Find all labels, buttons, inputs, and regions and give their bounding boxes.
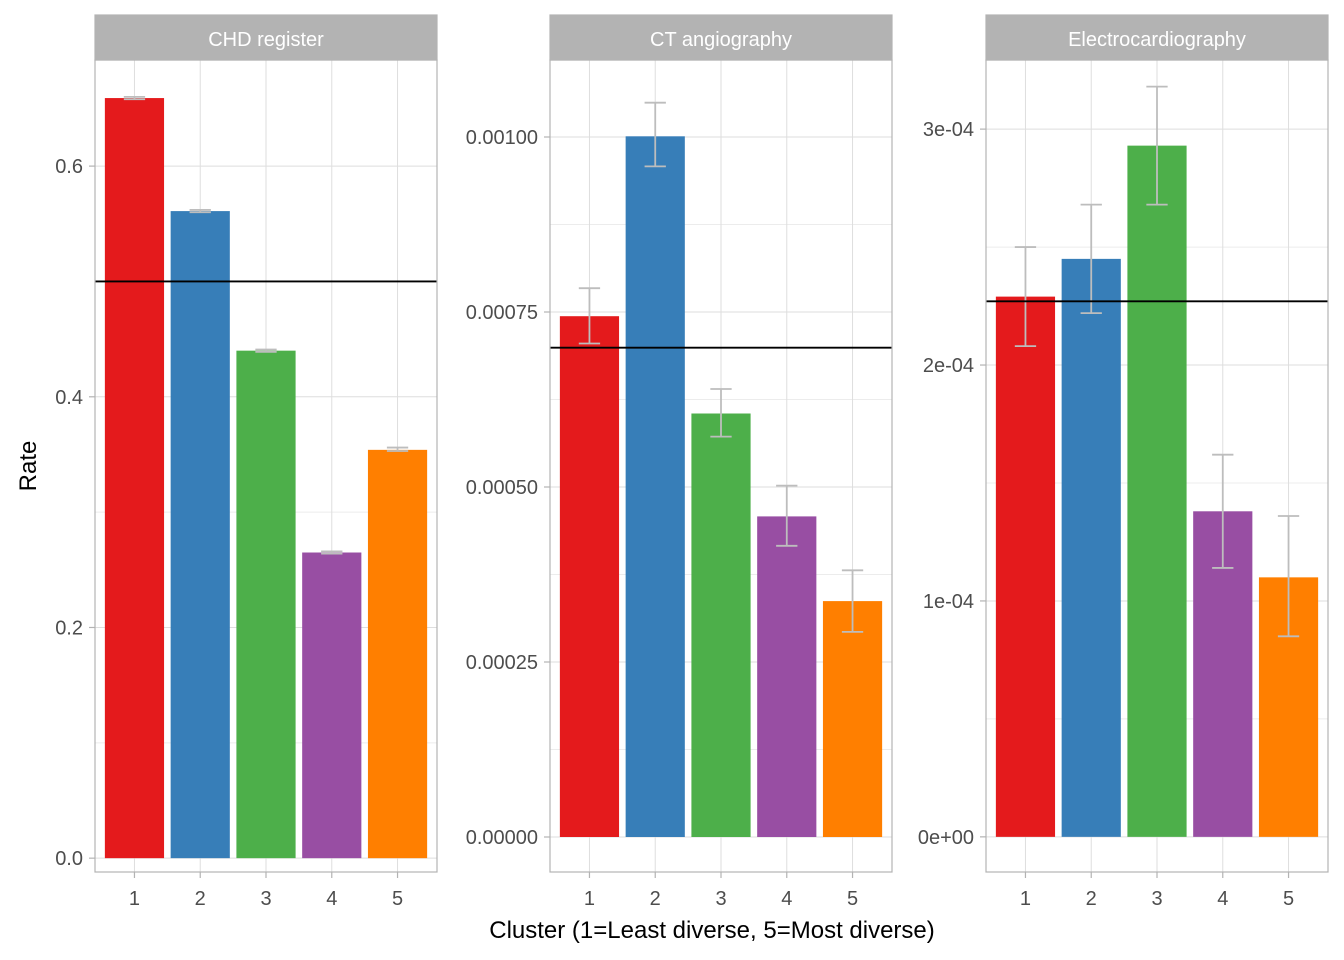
x-tick-label: 3 — [260, 888, 271, 910]
facet-panel: 0.0 0.2 0.4 0.6 1 2 3 4 5 CHD register — [55, 14, 438, 910]
bar-cluster-5 — [367, 449, 428, 859]
bar-cluster-3 — [691, 413, 751, 837]
x-tick-label: 4 — [326, 888, 337, 910]
error-bar — [841, 569, 864, 633]
x-axis-title: Cluster (1=Least diverse, 5=Most diverse… — [489, 917, 935, 944]
error-bar — [1080, 203, 1102, 315]
y-tick-label: 1e-04 — [923, 591, 974, 613]
bar-cluster-4 — [757, 516, 817, 837]
y-tick-label: 0.00050 — [466, 477, 538, 499]
bar-cluster-2 — [1061, 258, 1121, 837]
x-tick-label: 2 — [1086, 888, 1097, 910]
facet-strip — [94, 14, 438, 61]
bar-cluster-1 — [995, 296, 1056, 837]
error-bar — [321, 550, 343, 555]
x-tick-label: 2 — [650, 888, 661, 910]
facet-title: CHD register — [208, 29, 324, 51]
x-tick-label: 4 — [781, 888, 792, 910]
x-tick-label: 3 — [1151, 888, 1162, 910]
error-bar — [1277, 515, 1300, 638]
error-bar — [578, 287, 601, 345]
x-tick-label: 1 — [1020, 888, 1031, 910]
y-tick-label: 2e-04 — [923, 355, 974, 377]
x-tick-label: 1 — [129, 888, 140, 910]
y-tick-label: 0.6 — [55, 156, 83, 178]
y-axis-title: Rate — [15, 441, 42, 492]
y-tick-label: 0.4 — [55, 387, 83, 409]
facet-title: Electrocardiography — [1068, 29, 1246, 51]
facet-panel: 0e+00 1e-04 2e-04 3e-04 1 2 3 4 5 Electrocardiogr… — [918, 14, 1329, 910]
x-tick-label: 1 — [584, 888, 595, 910]
error-bar — [1212, 453, 1234, 569]
facet-strip — [985, 14, 1329, 61]
error-bar — [776, 484, 798, 547]
x-tick-label: 5 — [392, 888, 403, 910]
y-tick-label: 0.00000 — [466, 827, 538, 849]
bar-cluster-1 — [104, 98, 165, 859]
bar-cluster-2 — [625, 136, 685, 838]
bar-cluster-3 — [1127, 145, 1187, 837]
y-tick-label: 0.00025 — [466, 652, 538, 674]
y-tick-label: 0.00100 — [466, 127, 538, 149]
facet-title: CT angiography — [650, 29, 792, 51]
error-bar — [710, 388, 732, 438]
bar-cluster-5 — [822, 601, 883, 837]
bar-cluster-3 — [236, 350, 296, 859]
error-bar — [386, 446, 409, 452]
bar-cluster-1 — [559, 316, 620, 837]
facet-strip — [549, 14, 893, 61]
x-tick-label: 5 — [1283, 888, 1294, 910]
error-bar — [644, 101, 666, 168]
bar-cluster-4 — [302, 552, 362, 859]
error-bar — [1146, 85, 1168, 206]
error-bar — [255, 348, 277, 353]
error-bar — [123, 96, 146, 101]
facet-panel: 0.00000 0.00025 0.00050 0.00075 0.00100 1 2 3 4 5… — [466, 14, 893, 910]
y-tick-label: 0.2 — [55, 617, 83, 639]
y-tick-label: 3e-04 — [923, 119, 974, 141]
x-tick-label: 2 — [195, 888, 206, 910]
error-bar — [1014, 246, 1037, 348]
y-tick-label: 0.0 — [55, 848, 83, 870]
y-tick-label: 0.00075 — [466, 302, 538, 324]
x-tick-label: 3 — [715, 888, 726, 910]
x-tick-label: 4 — [1217, 888, 1228, 910]
bar-cluster-2 — [170, 211, 230, 859]
y-tick-label: 0e+00 — [918, 827, 974, 849]
x-tick-label: 5 — [847, 888, 858, 910]
error-bar — [189, 209, 211, 214]
